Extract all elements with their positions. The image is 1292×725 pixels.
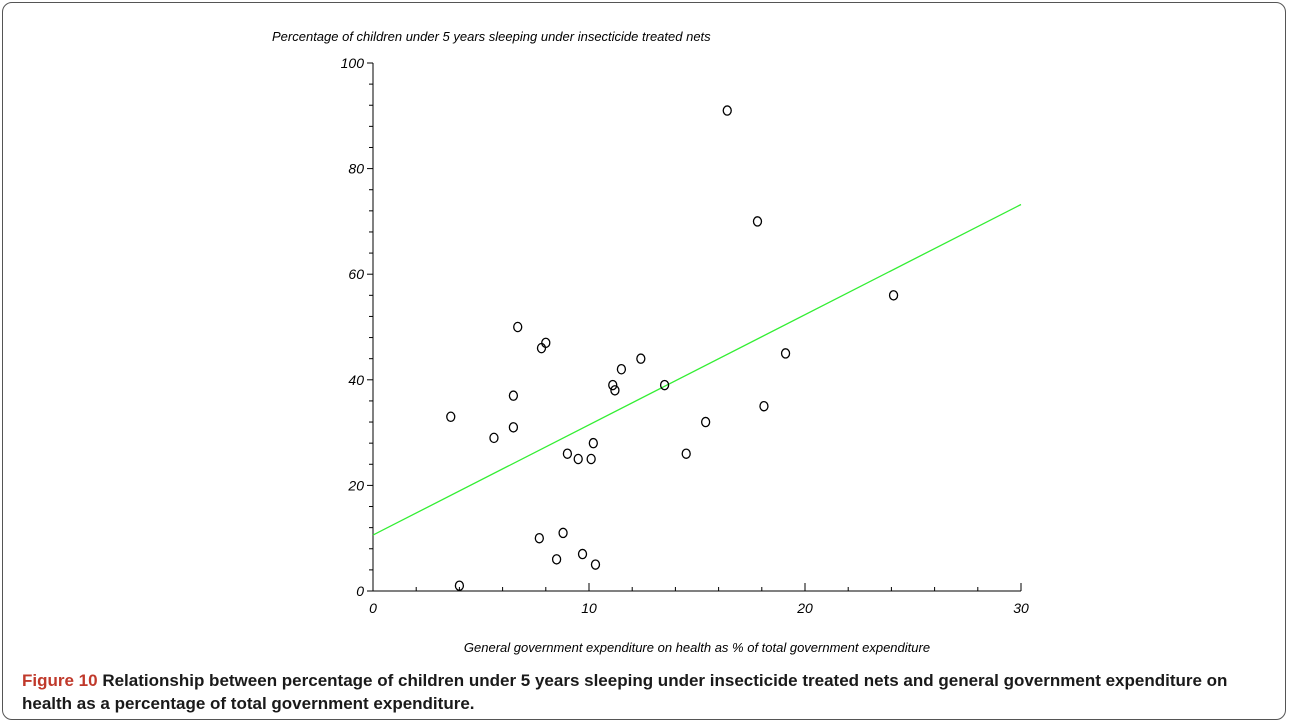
y-axis-title: Percentage of children under 5 years sle… — [272, 29, 711, 44]
scatter-point — [447, 412, 455, 421]
scatter-point — [535, 534, 543, 543]
y-tick-label: 40 — [348, 372, 364, 388]
axes: 0 10 20 30 0 20 40 60 80 100 — [341, 55, 1029, 616]
scatter-point — [589, 439, 597, 448]
figure-caption: Figure 10 Relationship between percentag… — [22, 669, 1272, 715]
scatter-point — [890, 291, 898, 300]
scatter-point — [563, 449, 571, 458]
scatter-point — [490, 433, 498, 442]
scatter-point — [611, 386, 619, 395]
trendline — [373, 205, 1021, 536]
x-tick-label: 0 — [369, 600, 377, 616]
x-tick-label: 10 — [581, 600, 597, 616]
caption-text: Relationship between percentage of child… — [22, 671, 1227, 713]
scatter-point — [559, 528, 567, 537]
y-tick-label: 60 — [348, 266, 364, 282]
scatter-point — [682, 449, 690, 458]
caption-label: Figure 10 — [22, 671, 98, 690]
scatter-point — [574, 454, 582, 463]
scatter-point — [723, 106, 731, 115]
scatter-point — [579, 549, 587, 558]
scatter-point — [542, 338, 550, 347]
scatter-point — [637, 354, 645, 363]
scatter-point — [782, 349, 790, 358]
scatter-chart: 0 10 20 30 0 20 40 60 80 100 Percentage of childr… — [0, 0, 1292, 665]
y-tick-label: 80 — [348, 161, 364, 177]
x-axis-title: General government expenditure on health… — [464, 640, 930, 655]
points-group — [447, 106, 898, 590]
scatter-point — [587, 454, 595, 463]
scatter-point — [609, 380, 617, 389]
scatter-point — [617, 365, 625, 374]
y-tick-label: 20 — [347, 477, 364, 493]
x-tick-label: 20 — [796, 600, 813, 616]
scatter-point — [537, 344, 545, 353]
scatter-point — [753, 217, 761, 226]
scatter-point — [509, 391, 517, 400]
scatter-point — [553, 555, 561, 564]
trendline-group — [373, 205, 1021, 536]
scatter-point — [514, 322, 522, 331]
scatter-point — [760, 402, 768, 411]
y-tick-label: 100 — [341, 55, 365, 71]
y-tick-label: 0 — [356, 583, 364, 599]
scatter-point — [702, 417, 710, 426]
scatter-point — [591, 560, 599, 569]
scatter-point — [509, 423, 517, 432]
x-tick-label: 30 — [1013, 600, 1029, 616]
